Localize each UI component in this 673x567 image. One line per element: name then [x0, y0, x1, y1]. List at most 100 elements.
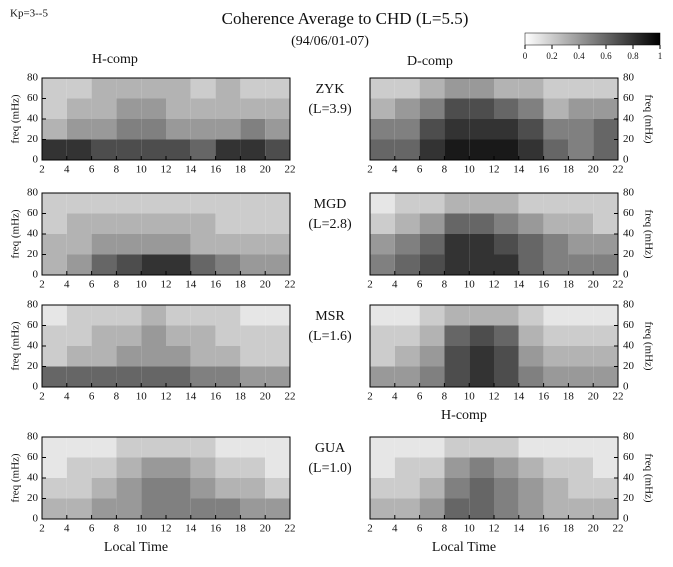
heatmap-cell	[116, 139, 142, 160]
y-tick-label: 20	[27, 248, 39, 260]
y-tick-label: 60	[623, 207, 635, 219]
heatmap-cell	[215, 254, 241, 275]
heatmap-cell	[116, 437, 142, 458]
heatmap-cell	[419, 98, 445, 119]
heatmap-cell	[66, 139, 92, 160]
x-tick-label: 2	[39, 279, 45, 291]
heatmap-cell	[66, 457, 92, 478]
x-tick-label: 14	[513, 523, 525, 535]
heatmap-cell	[240, 98, 266, 119]
y-tick-label: 80	[623, 72, 635, 84]
heatmap-cell	[394, 346, 420, 367]
y-tick-label: 60	[27, 451, 39, 463]
heatmap-cell	[42, 478, 67, 499]
x-tick-label: 12	[489, 523, 500, 535]
x-tick-label: 4	[392, 164, 398, 176]
station-l: (L=2.8)	[308, 217, 352, 232]
heatmap-cell	[518, 325, 544, 346]
x-tick-label: 14	[513, 391, 525, 403]
y-tick-label: 80	[623, 431, 635, 443]
x-tick-label: 6	[417, 279, 423, 291]
heatmap-cell	[543, 234, 569, 255]
x-tick-label: 22	[613, 279, 624, 291]
heatmap-cell	[469, 457, 494, 478]
x-tick-label: 12	[161, 279, 172, 291]
x-tick-label: 16	[210, 523, 222, 535]
x-tick-label: 8	[114, 279, 120, 291]
heatmap-cell	[265, 213, 290, 234]
x-tick-label: 4	[392, 279, 398, 291]
heatmap-cell	[543, 478, 569, 499]
x-tick-label: 2	[367, 523, 373, 535]
x-tick-label: 20	[588, 523, 600, 535]
heatmap-cell	[42, 457, 67, 478]
x-tick-label: 12	[161, 523, 172, 535]
heatmap-cell	[42, 498, 67, 519]
x-tick-label: 18	[563, 279, 575, 291]
heatmap-cell	[66, 193, 92, 214]
x-tick-label: 6	[417, 391, 423, 403]
heatmap-cell	[66, 98, 92, 119]
x-tick-label: 8	[442, 523, 448, 535]
station-l: (L=3.9)	[308, 102, 352, 117]
heatmap-cell	[469, 78, 494, 99]
heatmap-cell	[66, 78, 92, 99]
heatmap-cell	[593, 498, 618, 519]
heatmap-cell	[543, 325, 569, 346]
heatmap-cell	[518, 213, 544, 234]
heatmap-cell	[42, 437, 67, 458]
y-tick-label: 0	[623, 513, 629, 525]
heatmap-cell	[91, 139, 117, 160]
x-tick-label: 22	[613, 391, 624, 403]
heatmap-cell	[494, 366, 519, 387]
heatmap-cell	[494, 234, 519, 255]
heatmap-cell	[66, 119, 92, 140]
heatmap-cell	[568, 366, 594, 387]
heatmap-cell	[419, 213, 445, 234]
x-tick-label: 16	[538, 523, 550, 535]
heatmap-cell	[444, 254, 470, 275]
x-tick-label: 18	[235, 523, 247, 535]
heatmap-cell	[42, 139, 67, 160]
heatmap-cell	[444, 234, 470, 255]
heatmap-cell	[518, 193, 544, 214]
heatmap-cell	[116, 325, 142, 346]
y-axis-label: freq (mHz)	[642, 453, 654, 503]
heatmap-cell	[240, 437, 266, 458]
heatmap-cell	[444, 437, 470, 458]
heatmap-cell	[419, 325, 445, 346]
heatmap-cell	[370, 78, 395, 99]
heatmap-cell	[518, 437, 544, 458]
heatmap-cell	[265, 478, 290, 499]
heatmap-cell	[444, 305, 470, 326]
x-tick-label: 6	[89, 391, 95, 403]
heatmap-cell	[265, 98, 290, 119]
heatmap-cell	[215, 119, 241, 140]
x-tick-label: 14	[185, 164, 197, 176]
heatmap-cell	[394, 478, 420, 499]
heatmap-cell	[141, 254, 166, 275]
heatmap-cell	[190, 325, 216, 346]
heatmap-cell	[444, 78, 470, 99]
y-tick-label: 40	[27, 113, 39, 125]
heatmap-cell	[568, 325, 594, 346]
heatmap-cell	[419, 478, 445, 499]
x-tick-label: 18	[235, 164, 247, 176]
colorbar-tick-label: 0.6	[600, 51, 612, 61]
x-tick-label: 8	[442, 279, 448, 291]
heatmap-cell	[166, 366, 191, 387]
x-tick-label: 16	[210, 279, 222, 291]
heatmap-cell	[42, 119, 67, 140]
heatmap-cell	[568, 305, 594, 326]
x-tick-label: 6	[417, 164, 423, 176]
heatmap-cell	[240, 254, 266, 275]
figure-title: Coherence Average to CHD (L=5.5)	[222, 9, 469, 28]
heatmap-cell	[494, 254, 519, 275]
heatmap-cell	[370, 234, 395, 255]
d-header: D-comp	[407, 54, 453, 69]
heatmap-cell	[166, 119, 191, 140]
heatmap-cell	[190, 234, 216, 255]
colorbar	[524, 32, 661, 46]
heatmap-cell	[518, 254, 544, 275]
heatmap-cell	[469, 478, 494, 499]
